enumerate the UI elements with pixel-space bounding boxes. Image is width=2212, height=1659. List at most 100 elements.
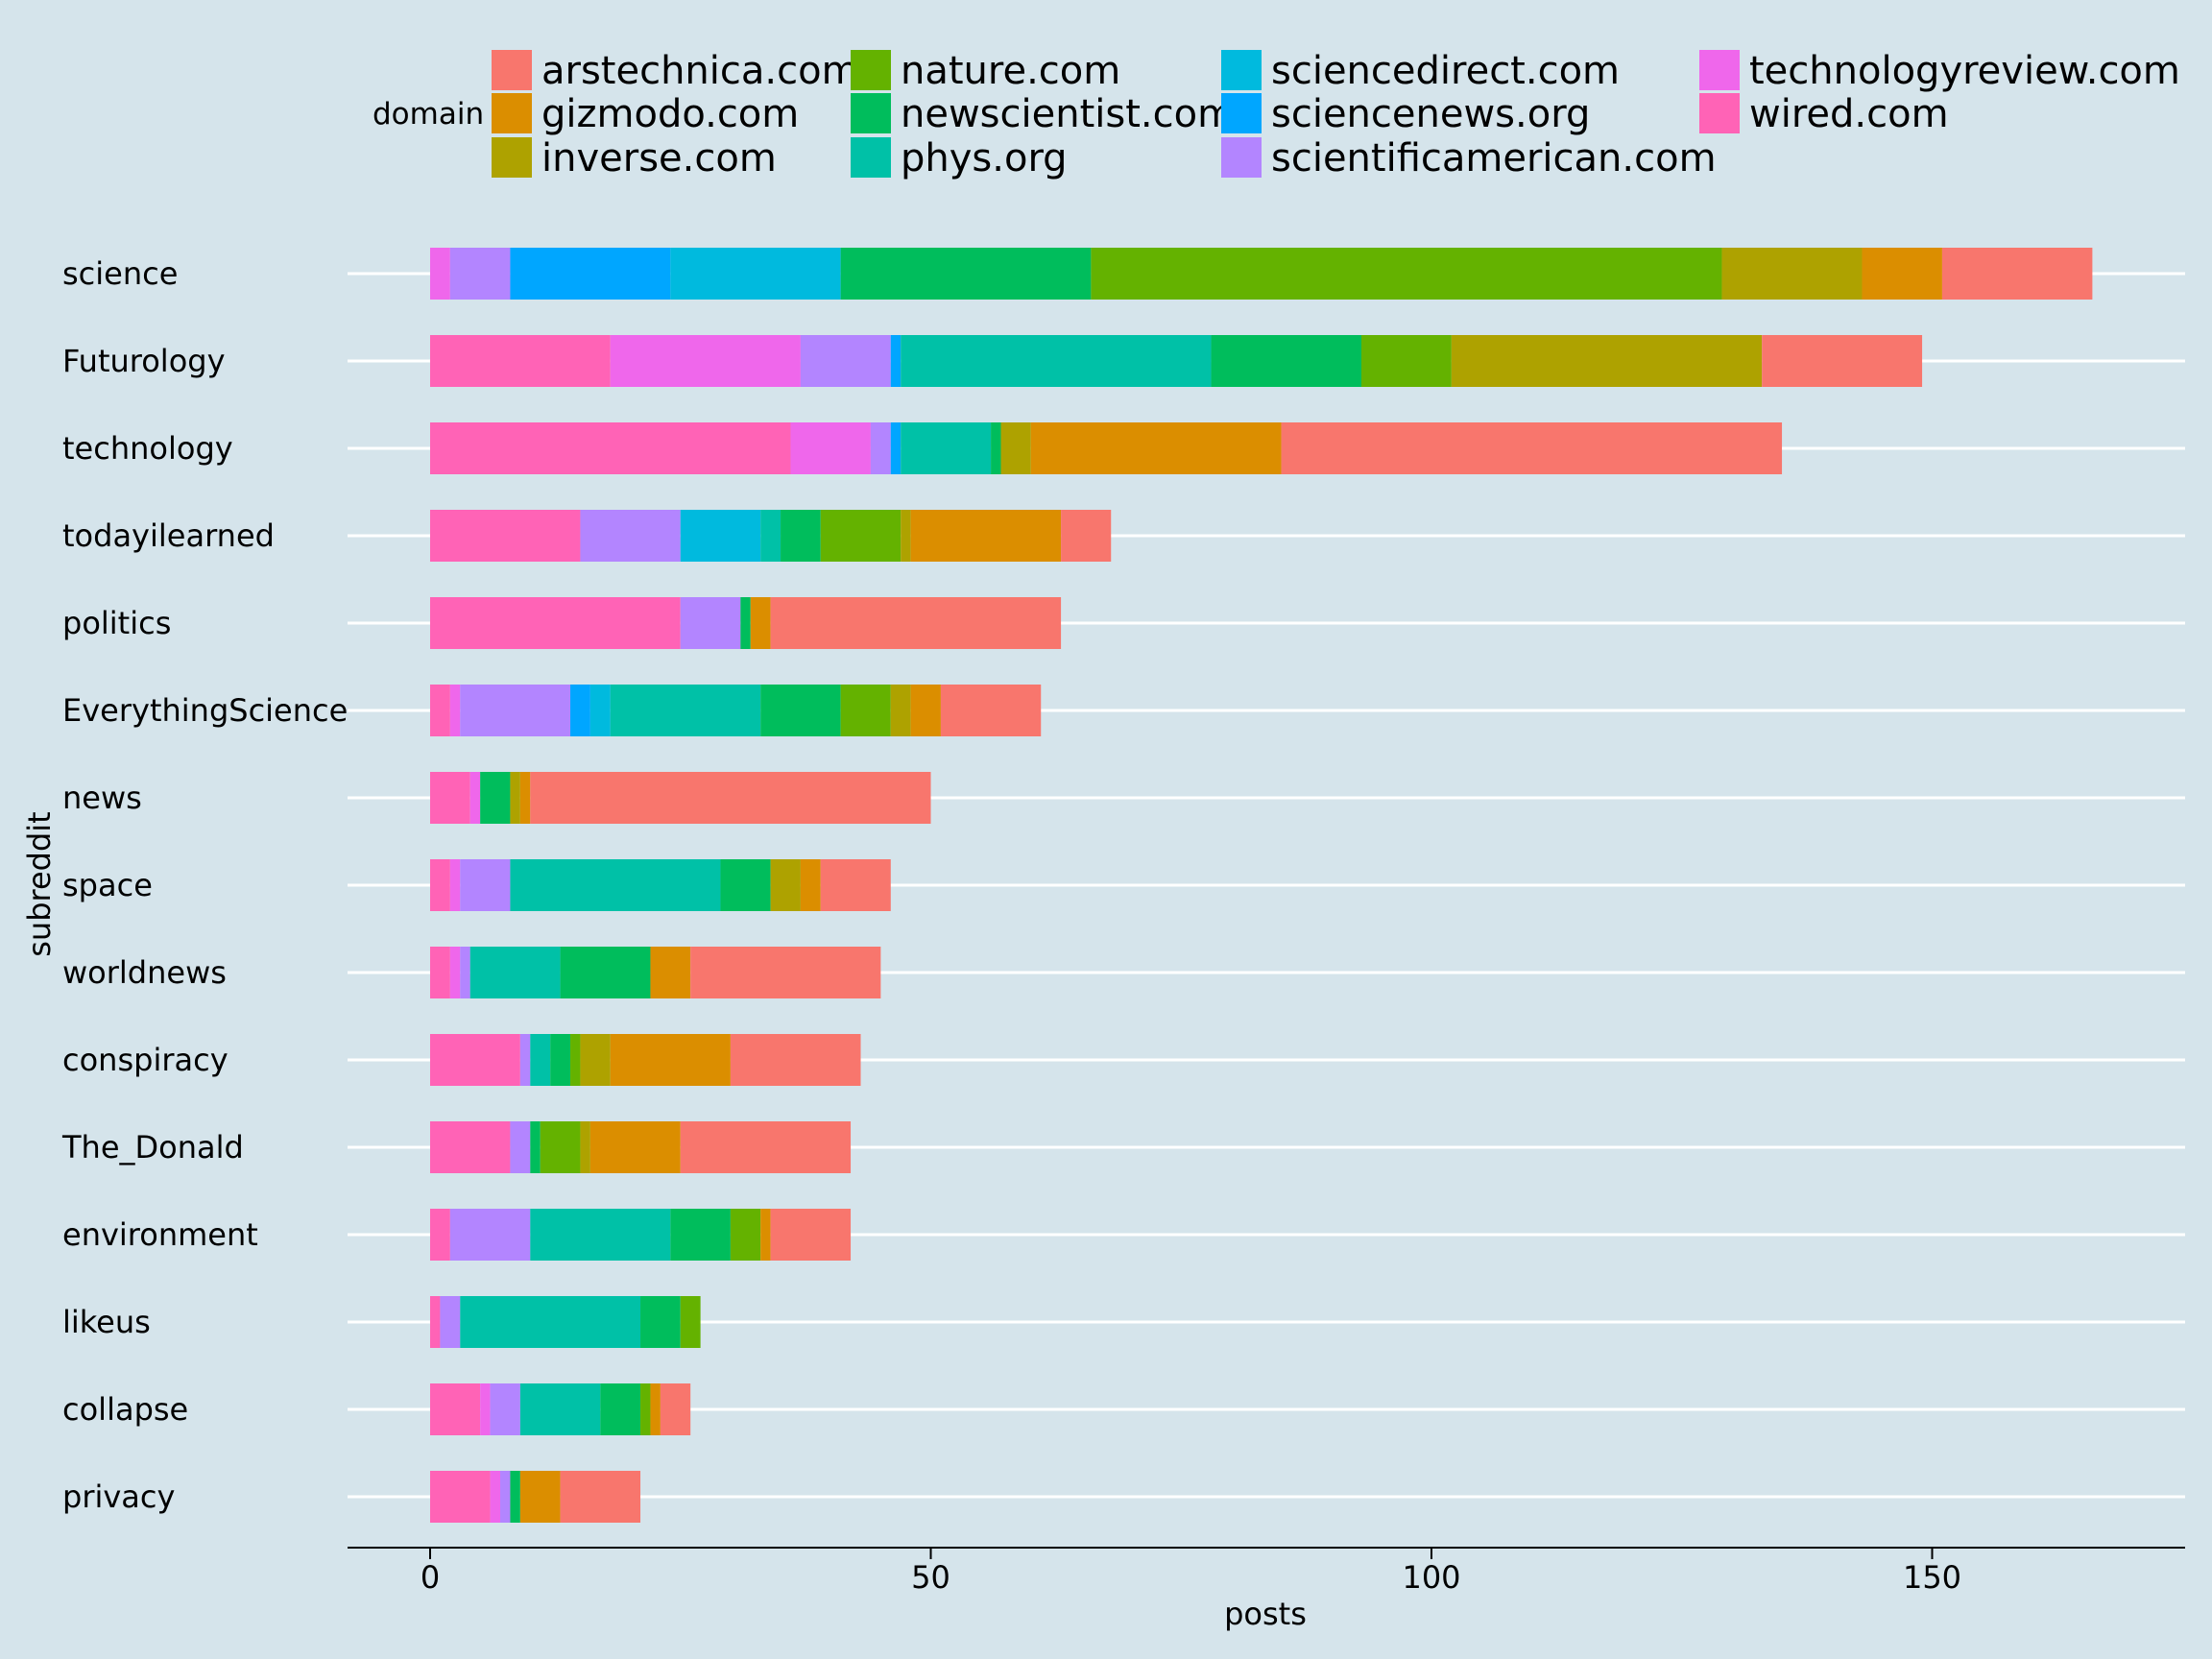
- bar-environment-wired-com: [430, 1209, 450, 1261]
- y-axis-title: subreddit: [21, 811, 58, 956]
- legend-label-scientificamerican-com: scientificamerican.com: [1271, 136, 1717, 180]
- bar-technology-scientificamerican-com: [870, 422, 891, 474]
- bar-the-donald-inverse-com: [580, 1121, 590, 1173]
- bar-technology-arstechnica-com: [1281, 422, 1783, 474]
- bar-science-arstechnica-com: [1941, 248, 2093, 300]
- bar-privacy-wired-com: [430, 1471, 491, 1523]
- legend-label-arstechnica-com: arstechnica.com: [541, 49, 859, 93]
- bar-futurology-arstechnica-com: [1762, 335, 1923, 387]
- x-tick-label-150: 150: [1903, 1559, 1961, 1596]
- bar-science-nature-com: [1091, 248, 1722, 300]
- bar-futurology-scientificamerican-com: [800, 335, 891, 387]
- bar-space-newscientist-com: [720, 859, 771, 911]
- category-label-the-donald: The_Donald: [61, 1129, 244, 1166]
- legend-swatch-inverse-com: [492, 137, 532, 178]
- bar-the-donald-wired-com: [430, 1121, 511, 1173]
- bar-news-newscientist-com: [480, 772, 511, 824]
- bar-the-donald-gizmodo-com: [589, 1121, 681, 1173]
- bar-futurology-nature-com: [1360, 335, 1452, 387]
- legend-label-gizmodo-com: gizmodo.com: [541, 92, 799, 136]
- category-label-collapse: collapse: [62, 1391, 188, 1428]
- bar-environment-phys-org: [530, 1209, 671, 1261]
- bar-todayilearned-arstechnica-com: [1061, 510, 1112, 562]
- bar-everythingscience-sciencenews-org: [570, 685, 590, 736]
- bar-collapse-technologyreview-com: [480, 1383, 491, 1435]
- category-label-conspiracy: conspiracy: [62, 1042, 228, 1078]
- bar-worldnews-scientificamerican-com: [460, 947, 470, 998]
- bar-the-donald-scientificamerican-com: [510, 1121, 531, 1173]
- legend-swatch-newscientist-com: [851, 93, 891, 133]
- bar-collapse-nature-com: [640, 1383, 651, 1435]
- bar-everythingscience-wired-com: [430, 685, 450, 736]
- bar-science-sciencenews-org: [510, 248, 671, 300]
- bar-worldnews-phys-org: [469, 947, 561, 998]
- bar-worldnews-newscientist-com: [560, 947, 651, 998]
- bar-everythingscience-arstechnica-com: [940, 685, 1042, 736]
- bar-space-phys-org: [510, 859, 721, 911]
- legend-swatch-scientificamerican-com: [1221, 137, 1262, 178]
- bar-space-inverse-com: [770, 859, 801, 911]
- legend-swatch-wired-com: [1699, 93, 1740, 133]
- bar-collapse-wired-com: [430, 1383, 481, 1435]
- bar-the-donald-nature-com: [540, 1121, 581, 1173]
- legend-title: domain: [373, 97, 484, 132]
- category-label-news: news: [62, 780, 142, 816]
- bar-conspiracy-nature-com: [570, 1034, 581, 1086]
- bar-politics-newscientist-com: [740, 597, 751, 649]
- legend-label-inverse-com: inverse.com: [541, 136, 777, 180]
- bar-collapse-newscientist-com: [600, 1383, 641, 1435]
- bar-technology-gizmodo-com: [1030, 422, 1282, 474]
- bar-science-technologyreview-com: [430, 248, 450, 300]
- legend-label-newscientist-com: newscientist.com: [901, 92, 1235, 136]
- bar-politics-scientificamerican-com: [680, 597, 741, 649]
- category-label-worldnews: worldnews: [62, 954, 227, 991]
- bar-politics-wired-com: [430, 597, 681, 649]
- bar-everythingscience-phys-org: [610, 685, 761, 736]
- bar-todayilearned-wired-com: [430, 510, 581, 562]
- bar-todayilearned-gizmodo-com: [910, 510, 1062, 562]
- bar-space-gizmodo-com: [800, 859, 821, 911]
- bar-futurology-wired-com: [430, 335, 611, 387]
- category-label-futurology: Futurology: [62, 343, 226, 379]
- legend-swatch-phys-org: [851, 137, 891, 178]
- bar-collapse-phys-org: [519, 1383, 601, 1435]
- bar-everythingscience-technologyreview-com: [449, 685, 461, 736]
- bar-space-technologyreview-com: [449, 859, 461, 911]
- bar-privacy-scientificamerican-com: [500, 1471, 511, 1523]
- bar-technology-sciencenews-org: [890, 422, 902, 474]
- bar-news-wired-com: [430, 772, 470, 824]
- legend-swatch-sciencedirect-com: [1221, 50, 1262, 90]
- bar-worldnews-technologyreview-com: [449, 947, 461, 998]
- bar-science-sciencedirect-com: [670, 248, 841, 300]
- bar-everythingscience-sciencedirect-com: [589, 685, 611, 736]
- bar-science-scientificamerican-com: [449, 248, 511, 300]
- bar-conspiracy-newscientist-com: [550, 1034, 571, 1086]
- category-label-everythingscience: EverythingScience: [62, 692, 348, 729]
- category-label-space: space: [62, 867, 153, 903]
- legend-swatch-arstechnica-com: [492, 50, 532, 90]
- category-label-todayilearned: todayilearned: [62, 517, 275, 554]
- legend-swatch-nature-com: [851, 50, 891, 90]
- legend-label-wired-com: wired.com: [1749, 92, 1949, 136]
- bar-conspiracy-phys-org: [530, 1034, 551, 1086]
- bar-technology-inverse-com: [1000, 422, 1031, 474]
- bar-technology-newscientist-com: [991, 422, 1001, 474]
- legend-label-phys-org: phys.org: [901, 136, 1068, 180]
- bar-everythingscience-scientificamerican-com: [460, 685, 571, 736]
- bar-everythingscience-nature-com: [840, 685, 891, 736]
- bar-news-technologyreview-com: [469, 772, 481, 824]
- bar-the-donald-arstechnica-com: [680, 1121, 852, 1173]
- bar-technology-technologyreview-com: [790, 422, 871, 474]
- bar-environment-gizmodo-com: [760, 1209, 771, 1261]
- legend-label-sciencenews-org: sciencenews.org: [1271, 92, 1590, 136]
- bar-worldnews-gizmodo-com: [650, 947, 691, 998]
- bar-futurology-phys-org: [901, 335, 1212, 387]
- bar-news-arstechnica-com: [530, 772, 931, 824]
- bar-news-inverse-com: [510, 772, 520, 824]
- bar-conspiracy-scientificamerican-com: [519, 1034, 531, 1086]
- bar-space-wired-com: [430, 859, 450, 911]
- category-labels: science Futurology technology todayilearned…: [61, 255, 348, 1515]
- bar-everythingscience-gizmodo-com: [910, 685, 941, 736]
- bar-todayilearned-phys-org: [760, 510, 781, 562]
